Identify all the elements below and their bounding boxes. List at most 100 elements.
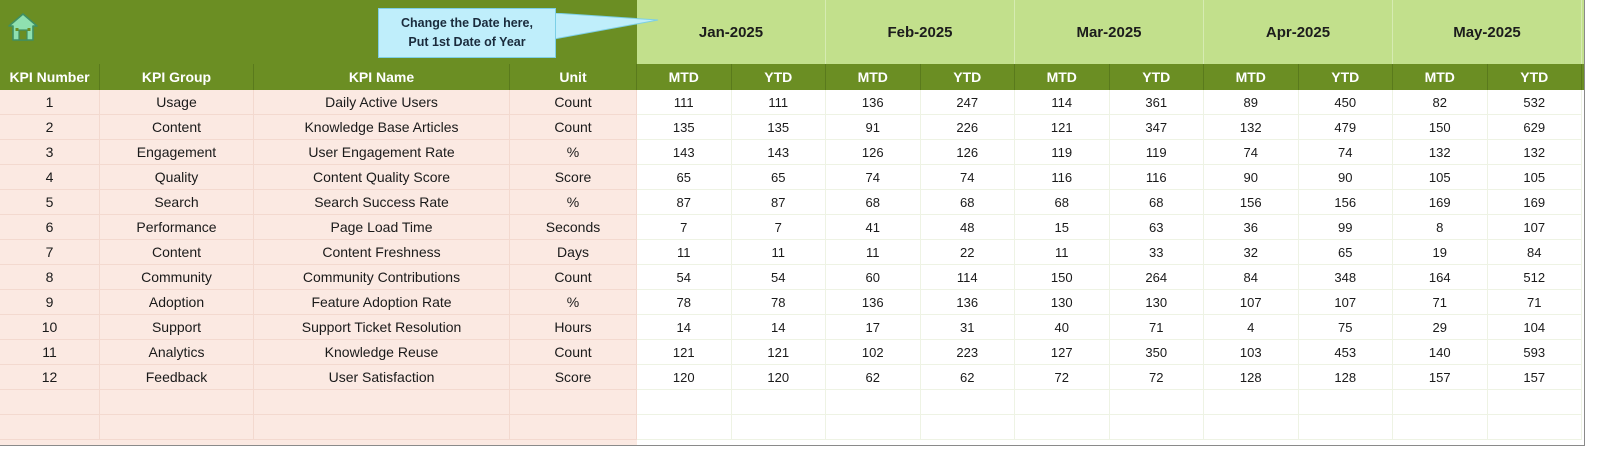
unit-cell[interactable] — [510, 390, 637, 415]
ytd-value-cell[interactable] — [731, 415, 826, 440]
ytd-value-cell[interactable]: 348 — [1298, 265, 1393, 290]
ytd-value-cell[interactable]: 126 — [920, 140, 1015, 165]
mtd-value-cell[interactable]: 29 — [1393, 315, 1488, 340]
mtd-value-cell[interactable]: 7 — [637, 215, 732, 240]
ytd-value-cell[interactable]: 7 — [731, 215, 826, 240]
mtd-value-cell[interactable]: 132 — [1204, 115, 1299, 140]
mtd-value-cell[interactable]: 102 — [826, 340, 921, 365]
unit-cell[interactable]: Score — [510, 165, 637, 190]
ytd-value-cell[interactable]: 226 — [920, 115, 1015, 140]
ytd-value-cell[interactable]: 90 — [1298, 165, 1393, 190]
mtd-value-cell[interactable]: 87 — [637, 190, 732, 215]
kpi-name-cell[interactable]: Feature Adoption Rate — [254, 290, 510, 315]
mtd-value-cell[interactable]: 89 — [1204, 90, 1299, 115]
ytd-value-cell[interactable] — [920, 390, 1015, 415]
mtd-value-cell[interactable]: 121 — [637, 340, 732, 365]
kpi-group-cell[interactable]: Engagement — [100, 140, 254, 165]
kpi-number-cell[interactable]: 10 — [0, 315, 100, 340]
mtd-value-cell[interactable]: 72 — [1015, 365, 1110, 390]
ytd-value-cell[interactable]: 532 — [1487, 90, 1582, 115]
ytd-value-cell[interactable]: 48 — [920, 215, 1015, 240]
mtd-value-cell[interactable]: 19 — [1393, 240, 1488, 265]
ytd-value-cell[interactable]: 33 — [1109, 240, 1204, 265]
mtd-value-cell[interactable]: 105 — [1393, 165, 1488, 190]
unit-cell[interactable]: Count — [510, 265, 637, 290]
ytd-value-cell[interactable]: 114 — [920, 265, 1015, 290]
ytd-value-cell[interactable]: 68 — [920, 190, 1015, 215]
mtd-value-cell[interactable]: 90 — [1204, 165, 1299, 190]
kpi-name-cell[interactable] — [254, 415, 510, 440]
unit-cell[interactable]: Count — [510, 340, 637, 365]
mtd-value-cell[interactable]: 120 — [637, 365, 732, 390]
ytd-value-cell[interactable]: 31 — [920, 315, 1015, 340]
kpi-number-cell[interactable]: 6 — [0, 215, 100, 240]
ytd-value-cell[interactable]: 78 — [731, 290, 826, 315]
mtd-value-cell[interactable]: 36 — [1204, 215, 1299, 240]
mtd-value-cell[interactable]: 68 — [826, 190, 921, 215]
kpi-group-cell[interactable]: Feedback — [100, 365, 254, 390]
mtd-value-cell[interactable]: 164 — [1393, 265, 1488, 290]
ytd-value-cell[interactable]: 71 — [1487, 290, 1582, 315]
kpi-group-cell[interactable]: Content — [100, 115, 254, 140]
ytd-value-cell[interactable]: 119 — [1109, 140, 1204, 165]
mtd-value-cell[interactable]: 156 — [1204, 190, 1299, 215]
mtd-value-cell[interactable]: 116 — [1015, 165, 1110, 190]
ytd-value-cell[interactable] — [731, 390, 826, 415]
kpi-number-cell[interactable]: 4 — [0, 165, 100, 190]
ytd-value-cell[interactable]: 121 — [731, 340, 826, 365]
mtd-value-cell[interactable]: 157 — [1393, 365, 1488, 390]
ytd-value-cell[interactable]: 87 — [731, 190, 826, 215]
mtd-value-cell[interactable] — [826, 390, 921, 415]
ytd-value-cell[interactable] — [1487, 415, 1582, 440]
ytd-value-cell[interactable]: 347 — [1109, 115, 1204, 140]
kpi-number-cell[interactable]: 1 — [0, 90, 100, 115]
ytd-value-cell[interactable] — [920, 415, 1015, 440]
kpi-group-cell[interactable]: Support — [100, 315, 254, 340]
kpi-name-cell[interactable]: Search Success Rate — [254, 190, 510, 215]
mtd-value-cell[interactable]: 135 — [637, 115, 732, 140]
mtd-value-cell[interactable]: 126 — [826, 140, 921, 165]
mtd-value-cell[interactable] — [1204, 415, 1299, 440]
unit-cell[interactable]: Score — [510, 365, 637, 390]
ytd-value-cell[interactable]: 350 — [1109, 340, 1204, 365]
mtd-value-cell[interactable] — [1393, 390, 1488, 415]
mtd-value-cell[interactable]: 54 — [637, 265, 732, 290]
kpi-name-cell[interactable]: Content Freshness — [254, 240, 510, 265]
mtd-value-cell[interactable]: 169 — [1393, 190, 1488, 215]
unit-cell[interactable]: Days — [510, 240, 637, 265]
kpi-group-cell[interactable]: Usage — [100, 90, 254, 115]
mtd-value-cell[interactable]: 121 — [1015, 115, 1110, 140]
ytd-value-cell[interactable]: 116 — [1109, 165, 1204, 190]
ytd-value-cell[interactable]: 111 — [731, 90, 826, 115]
unit-cell[interactable]: % — [510, 290, 637, 315]
ytd-value-cell[interactable]: 75 — [1298, 315, 1393, 340]
mtd-value-cell[interactable]: 60 — [826, 265, 921, 290]
ytd-value-cell[interactable]: 450 — [1298, 90, 1393, 115]
ytd-value-cell[interactable]: 247 — [920, 90, 1015, 115]
unit-cell[interactable]: Count — [510, 115, 637, 140]
mtd-value-cell[interactable] — [1015, 390, 1110, 415]
ytd-value-cell[interactable]: 74 — [1298, 140, 1393, 165]
mtd-value-cell[interactable] — [637, 390, 732, 415]
ytd-value-cell[interactable]: 143 — [731, 140, 826, 165]
ytd-value-cell[interactable]: 72 — [1109, 365, 1204, 390]
ytd-value-cell[interactable]: 629 — [1487, 115, 1582, 140]
kpi-group-cell[interactable]: Community — [100, 265, 254, 290]
mtd-value-cell[interactable]: 40 — [1015, 315, 1110, 340]
mtd-value-cell[interactable]: 130 — [1015, 290, 1110, 315]
kpi-group-cell[interactable]: Performance — [100, 215, 254, 240]
kpi-group-cell[interactable]: Content — [100, 240, 254, 265]
kpi-number-cell[interactable]: 8 — [0, 265, 100, 290]
kpi-group-cell[interactable]: Analytics — [100, 340, 254, 365]
ytd-value-cell[interactable]: 14 — [731, 315, 826, 340]
unit-cell[interactable]: % — [510, 140, 637, 165]
kpi-number-cell[interactable]: 7 — [0, 240, 100, 265]
mtd-value-cell[interactable]: 114 — [1015, 90, 1110, 115]
ytd-value-cell[interactable]: 264 — [1109, 265, 1204, 290]
mtd-value-cell[interactable]: 11 — [1015, 240, 1110, 265]
kpi-number-cell[interactable]: 3 — [0, 140, 100, 165]
ytd-value-cell[interactable]: 107 — [1298, 290, 1393, 315]
mtd-value-cell[interactable]: 128 — [1204, 365, 1299, 390]
kpi-name-cell[interactable]: Page Load Time — [254, 215, 510, 240]
ytd-value-cell[interactable]: 99 — [1298, 215, 1393, 240]
